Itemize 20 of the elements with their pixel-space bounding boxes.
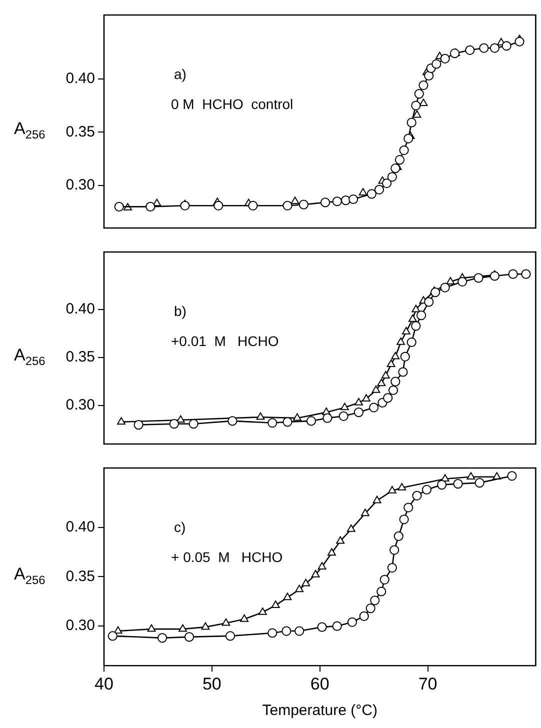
x-tick-label: 70 bbox=[418, 674, 438, 694]
x-tick-label: 40 bbox=[94, 674, 114, 694]
y-tick-label: 0.35 bbox=[66, 348, 95, 366]
y-tick-label: 0.40 bbox=[66, 518, 95, 536]
y-tick-label: 0.35 bbox=[66, 568, 95, 585]
y-tick-label: 0.30 bbox=[66, 176, 95, 194]
annotation: c) bbox=[174, 518, 186, 535]
y-tick-label: 0.30 bbox=[66, 396, 95, 414]
y-tick-label: 0.30 bbox=[66, 617, 95, 634]
x-tick-label: 60 bbox=[310, 674, 330, 694]
y-tick-label: 0.40 bbox=[66, 300, 95, 318]
annotation: +0.01 M HCHO bbox=[171, 332, 279, 349]
x-axis-title: Temperature (°C) bbox=[262, 702, 378, 720]
y-tick-label: 0.35 bbox=[66, 123, 95, 140]
x-tick-label: 50 bbox=[202, 674, 222, 694]
annotation: 0 M HCHO control bbox=[171, 96, 294, 112]
annotation: b) bbox=[174, 302, 186, 319]
y-tick-label: 0.40 bbox=[66, 70, 95, 88]
annotation: a) bbox=[174, 66, 186, 82]
annotation: + 0.05 M HCHO bbox=[171, 548, 283, 565]
